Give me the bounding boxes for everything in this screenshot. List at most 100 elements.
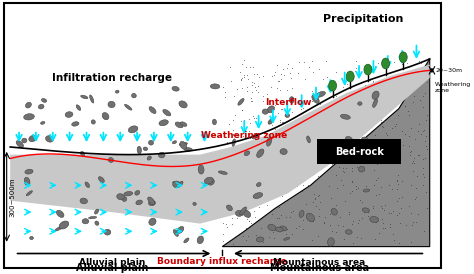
- Ellipse shape: [238, 98, 244, 105]
- Ellipse shape: [56, 210, 64, 217]
- Ellipse shape: [108, 101, 115, 108]
- Ellipse shape: [26, 191, 32, 196]
- Ellipse shape: [147, 156, 151, 160]
- Ellipse shape: [108, 158, 114, 162]
- Text: Interflow: Interflow: [265, 98, 312, 107]
- Ellipse shape: [267, 106, 274, 113]
- Ellipse shape: [173, 182, 179, 185]
- Ellipse shape: [30, 236, 33, 239]
- Ellipse shape: [253, 193, 263, 199]
- Ellipse shape: [117, 194, 125, 200]
- Ellipse shape: [362, 208, 369, 212]
- Ellipse shape: [95, 209, 99, 214]
- Text: Precipitation: Precipitation: [323, 14, 404, 24]
- Ellipse shape: [358, 102, 362, 105]
- Ellipse shape: [346, 71, 354, 82]
- Ellipse shape: [212, 119, 217, 125]
- Ellipse shape: [135, 190, 140, 195]
- Ellipse shape: [99, 177, 104, 182]
- Ellipse shape: [227, 205, 232, 211]
- Ellipse shape: [363, 189, 370, 192]
- Text: 20~30m: 20~30m: [435, 68, 462, 73]
- Ellipse shape: [175, 122, 183, 128]
- Ellipse shape: [180, 122, 187, 126]
- Ellipse shape: [90, 95, 94, 103]
- Ellipse shape: [65, 112, 73, 117]
- Ellipse shape: [137, 146, 141, 154]
- Ellipse shape: [177, 226, 184, 233]
- Ellipse shape: [173, 141, 176, 144]
- Ellipse shape: [148, 200, 155, 206]
- Text: Alluvial plain: Alluvial plain: [79, 258, 145, 267]
- Ellipse shape: [158, 152, 165, 158]
- Ellipse shape: [373, 99, 377, 107]
- Ellipse shape: [268, 119, 273, 124]
- Ellipse shape: [159, 120, 168, 126]
- Ellipse shape: [243, 210, 251, 217]
- Ellipse shape: [256, 182, 261, 187]
- Ellipse shape: [38, 104, 44, 109]
- Text: Alluvial plain: Alluvial plain: [75, 263, 148, 273]
- Ellipse shape: [81, 152, 85, 156]
- Ellipse shape: [16, 141, 23, 147]
- Ellipse shape: [41, 121, 45, 124]
- Text: Infiltration recharge: Infiltration recharge: [52, 73, 172, 83]
- Ellipse shape: [26, 102, 31, 108]
- Text: Mountainous area: Mountainous area: [270, 263, 369, 273]
- Ellipse shape: [148, 140, 154, 145]
- Ellipse shape: [55, 226, 64, 231]
- Ellipse shape: [299, 210, 304, 217]
- Ellipse shape: [193, 202, 196, 206]
- Ellipse shape: [306, 213, 315, 222]
- Ellipse shape: [355, 151, 361, 154]
- Ellipse shape: [72, 122, 79, 126]
- Ellipse shape: [178, 181, 183, 187]
- Ellipse shape: [240, 207, 246, 215]
- Ellipse shape: [76, 105, 81, 110]
- Ellipse shape: [197, 236, 203, 244]
- Ellipse shape: [364, 64, 372, 75]
- Ellipse shape: [198, 165, 204, 174]
- Ellipse shape: [313, 96, 318, 101]
- Ellipse shape: [149, 107, 156, 113]
- Ellipse shape: [362, 137, 368, 142]
- Ellipse shape: [358, 166, 365, 172]
- Polygon shape: [222, 59, 430, 247]
- Ellipse shape: [275, 227, 283, 232]
- Ellipse shape: [208, 179, 214, 185]
- Ellipse shape: [59, 221, 69, 229]
- Ellipse shape: [219, 171, 227, 175]
- Ellipse shape: [116, 90, 119, 93]
- Ellipse shape: [29, 135, 36, 142]
- Ellipse shape: [346, 230, 352, 234]
- Ellipse shape: [268, 224, 276, 231]
- Ellipse shape: [232, 139, 236, 146]
- Ellipse shape: [360, 150, 368, 155]
- Ellipse shape: [149, 218, 156, 226]
- FancyBboxPatch shape: [317, 139, 401, 164]
- Polygon shape: [10, 151, 222, 247]
- Ellipse shape: [262, 109, 268, 114]
- Ellipse shape: [136, 200, 142, 205]
- Ellipse shape: [132, 93, 137, 98]
- Ellipse shape: [285, 113, 290, 118]
- Ellipse shape: [370, 216, 379, 222]
- Ellipse shape: [184, 148, 192, 151]
- Ellipse shape: [399, 52, 407, 62]
- Ellipse shape: [24, 177, 30, 186]
- Ellipse shape: [184, 238, 189, 243]
- Ellipse shape: [89, 216, 97, 219]
- Ellipse shape: [148, 197, 155, 205]
- Ellipse shape: [345, 136, 353, 143]
- Ellipse shape: [307, 136, 310, 143]
- Ellipse shape: [280, 226, 287, 231]
- Ellipse shape: [266, 137, 272, 146]
- Ellipse shape: [340, 114, 350, 119]
- Ellipse shape: [22, 138, 27, 143]
- Ellipse shape: [210, 84, 220, 89]
- Ellipse shape: [252, 134, 259, 139]
- Ellipse shape: [382, 58, 390, 69]
- Ellipse shape: [280, 149, 287, 155]
- Ellipse shape: [316, 92, 326, 97]
- Ellipse shape: [173, 230, 178, 236]
